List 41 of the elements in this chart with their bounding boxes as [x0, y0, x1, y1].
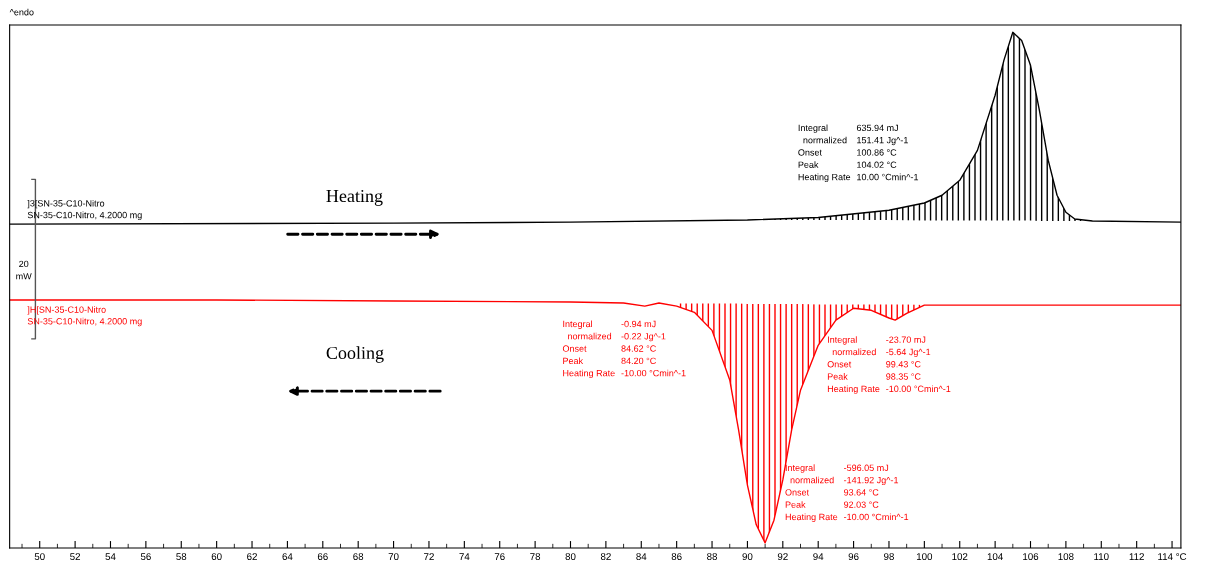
x-tick-label: 58: [176, 553, 187, 561]
x-tick-label: 102: [952, 553, 968, 561]
text: Integral -23.70 mJ normalized -5.64 Jg^-1 Onset 99.43 °C Peak 98.35 °C Heating Rate -10.00 °Cmin^-1: [827, 336, 951, 394]
x-tick-label: 52: [70, 553, 81, 561]
x-tick-label: 80: [565, 553, 576, 561]
annotation: Heating: [326, 189, 383, 206]
text: Integral -596.05 mJ normalized -141.92 Jg^-1 Onset 93.64 °C Peak 92.03 °C Heating Rate -10.00 °Cmin^-1: [785, 464, 909, 522]
x-tick-label: 76: [494, 553, 505, 561]
x-tick-label: 68: [353, 553, 364, 561]
x-tick-label: 96: [848, 553, 859, 561]
x-tick-label: 104: [987, 553, 1003, 561]
x-tick-label: 90: [742, 553, 753, 561]
x-tick-label: 92: [777, 553, 788, 561]
x-tick-label: 66: [317, 553, 328, 561]
x-tick-label: 88: [707, 553, 718, 561]
x-tick-label: 84: [636, 553, 647, 561]
annotation: 20 mW: [16, 260, 32, 280]
x-tick-label: 112: [1129, 553, 1144, 560]
x-tick-label: 60: [211, 553, 222, 561]
x-tick-label: 62: [247, 553, 257, 561]
x-tick-label: 64: [282, 553, 293, 561]
x-tick-label: 56: [140, 553, 151, 561]
x-tick-label: 50: [34, 553, 45, 561]
x-tick-label: 114 °C: [1158, 553, 1187, 561]
x-tick-label: 108: [1058, 553, 1074, 561]
x-tick-label: 70: [388, 553, 399, 561]
x-tick-label: 74: [459, 553, 470, 560]
annotation: Cooling: [326, 346, 384, 363]
x-tick-label: 100: [916, 553, 933, 561]
x-tick-label: 72: [424, 553, 434, 560]
x-tick-label: 78: [530, 553, 541, 561]
text: ^endo: [9, 8, 34, 16]
text: Integral 635.94 mJ normalized 151.41 Jg^-1 Onset 100.86 °C Peak 104.02 °C Heating Rate 10.00 °Cmin^-1: [798, 124, 919, 182]
x-tick-label: 82: [600, 553, 611, 561]
x-tick-label: 110: [1094, 553, 1109, 561]
x-tick-label: 94: [813, 553, 824, 561]
x-tick-label: 98: [884, 553, 894, 561]
text: Integral -0.94 mJ normalized -0.22 Jg^-1 Onset 84.62 °C Peak 84.20 °C Heating Rate -10.00 °Cmin^-1: [562, 320, 686, 379]
x-tick-label: 54: [105, 553, 116, 561]
x-tick-label: 106: [1023, 553, 1039, 561]
x-tick-label: 86: [671, 553, 682, 561]
